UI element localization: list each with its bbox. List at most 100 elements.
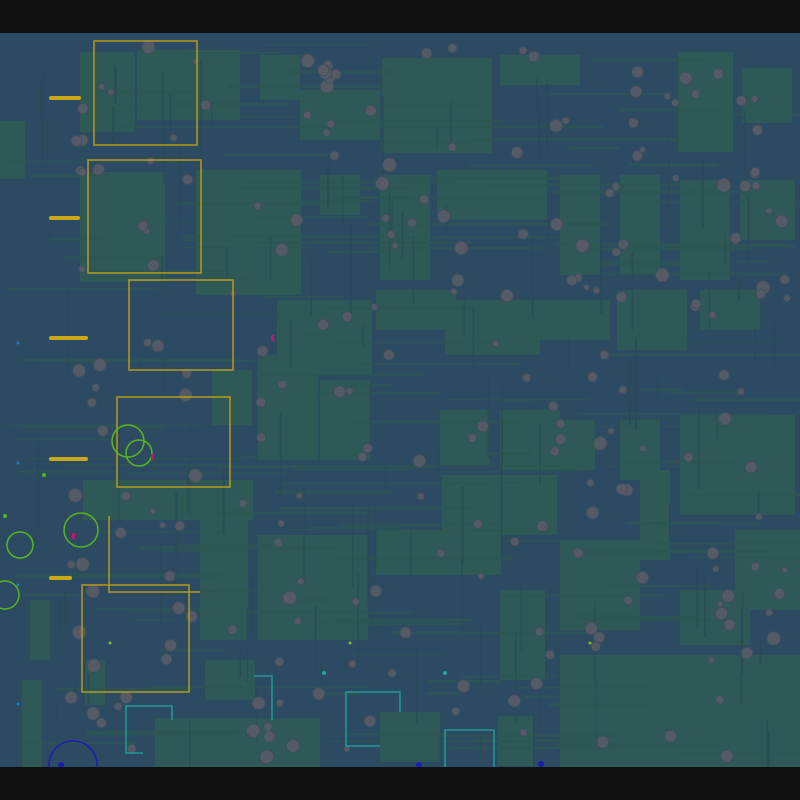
- trace: [158, 549, 245, 553]
- trace: [367, 103, 486, 106]
- trace: [385, 466, 387, 489]
- via-hole: [343, 745, 351, 753]
- via-hole: [75, 557, 90, 572]
- bottom-frame-bar: [0, 767, 800, 800]
- trace: [773, 321, 776, 366]
- copper-fill-block: [735, 530, 800, 610]
- trace: [489, 481, 524, 484]
- trace: [189, 720, 191, 767]
- via-hole: [381, 213, 390, 223]
- trace: [362, 326, 365, 347]
- trace: [500, 399, 533, 402]
- trace: [340, 733, 449, 736]
- trace: [129, 472, 286, 475]
- via-hole: [549, 217, 564, 232]
- copper-fill-block: [680, 415, 795, 515]
- trace: [583, 618, 741, 621]
- trace: [250, 576, 252, 633]
- trace: [329, 120, 506, 122]
- trace: [67, 287, 69, 375]
- trace: [279, 507, 471, 510]
- trace: [182, 239, 232, 241]
- copper-fill-block: [440, 410, 490, 465]
- trace: [82, 276, 249, 280]
- trace: [69, 573, 220, 575]
- trace: [568, 146, 620, 150]
- trace: [600, 240, 603, 314]
- via-hole: [68, 488, 83, 503]
- blue-dot: [416, 762, 422, 767]
- via-hole: [72, 363, 86, 378]
- cyan-dot: [322, 671, 326, 675]
- trace: [632, 244, 796, 248]
- trace: [445, 398, 590, 401]
- trace: [600, 272, 786, 276]
- trace: [602, 263, 680, 266]
- trace: [290, 319, 293, 369]
- via-hole: [521, 373, 532, 383]
- via-hole: [185, 610, 198, 623]
- trace: [445, 746, 569, 749]
- blue-dot: [16, 702, 20, 706]
- via-hole: [584, 621, 599, 636]
- trace: [18, 470, 120, 473]
- trace: [349, 220, 352, 321]
- copper-fill-block: [320, 175, 360, 215]
- via-hole: [779, 274, 791, 285]
- via-hole: [708, 310, 717, 319]
- trace: [296, 598, 335, 602]
- via-hole: [718, 412, 732, 426]
- via-hole: [507, 694, 521, 708]
- via-hole: [273, 537, 284, 548]
- via-hole: [98, 83, 106, 91]
- trace: [174, 202, 322, 205]
- trace: [766, 719, 769, 767]
- via-hole: [412, 454, 427, 468]
- trace: [539, 686, 542, 727]
- trace: [249, 611, 413, 614]
- trace: [149, 686, 372, 689]
- copper-fill-block: [205, 660, 255, 700]
- component-outline: [254, 675, 273, 720]
- via-hole: [715, 695, 725, 705]
- trace: [93, 608, 237, 611]
- trace: [514, 632, 517, 726]
- via-hole: [586, 478, 595, 488]
- via-hole: [92, 163, 105, 176]
- via-hole: [382, 157, 398, 173]
- trace: [520, 582, 523, 651]
- via-hole: [545, 649, 556, 660]
- trace: [21, 593, 78, 596]
- trace: [575, 247, 752, 251]
- via-hole: [251, 696, 266, 711]
- trace: [372, 577, 374, 653]
- via-hole: [671, 174, 680, 183]
- copper-fill-block: [680, 180, 730, 280]
- via-hole: [492, 339, 500, 347]
- via-hole: [333, 385, 347, 399]
- trace: [178, 146, 182, 229]
- via-hole: [383, 348, 395, 361]
- trace: [439, 735, 442, 767]
- via-hole: [750, 166, 761, 178]
- via-hole: [407, 217, 418, 228]
- layout-canvas[interactable]: [0, 33, 800, 767]
- trace: [163, 358, 166, 392]
- via-hole: [436, 548, 446, 559]
- trace: [369, 223, 530, 226]
- via-hole: [583, 283, 591, 291]
- trace: [578, 413, 769, 415]
- via-hole: [95, 717, 107, 729]
- trace: [546, 223, 727, 225]
- trace: [478, 540, 563, 542]
- via-hole: [453, 240, 469, 256]
- trace: [538, 99, 541, 164]
- via-hole: [345, 387, 354, 396]
- via-hole: [587, 371, 598, 383]
- trace: [572, 615, 694, 619]
- trace: [93, 221, 257, 223]
- trace: [74, 673, 76, 695]
- trace: [253, 560, 255, 652]
- trace: [47, 238, 107, 241]
- via-hole: [420, 47, 433, 60]
